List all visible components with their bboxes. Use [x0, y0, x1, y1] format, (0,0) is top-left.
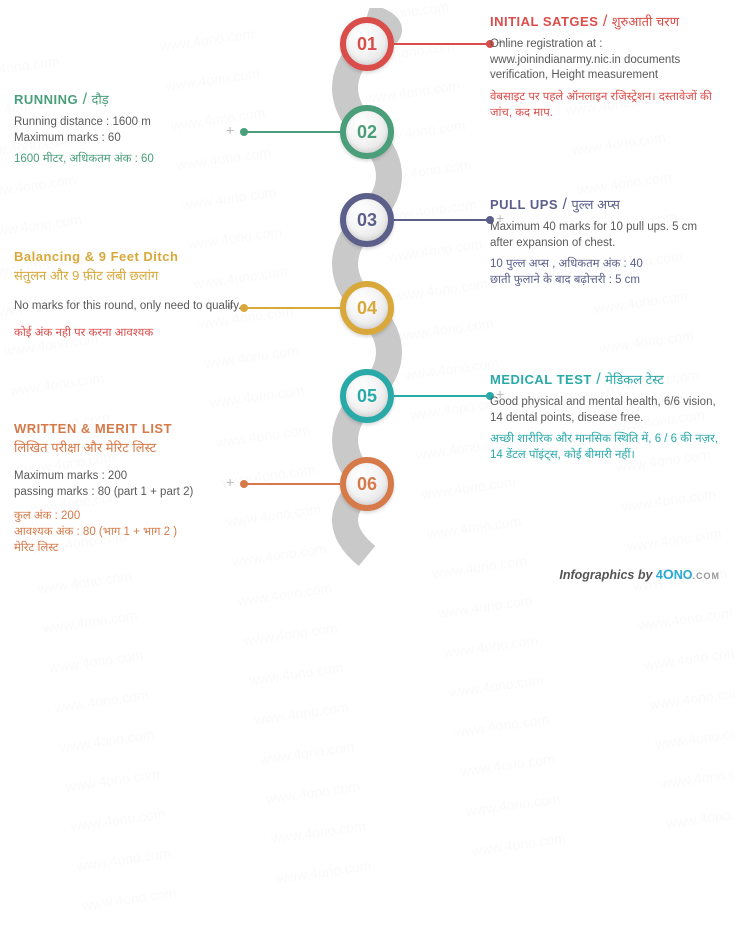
step5-title-en: MEDICAL TEST	[490, 372, 592, 387]
step3-desc-hi: 10 पुल्ल अप्स , अधिकतम अंक : 40 छाती फुल…	[490, 256, 720, 288]
connector-1	[394, 43, 490, 45]
step6-desc-en: Maximum marks : 200 passing marks : 80 (…	[14, 469, 244, 500]
step1-title-en: INITIAL SATGES	[490, 14, 598, 29]
footer-credit: Infographics by 4ONO.COM	[559, 566, 720, 582]
step1-text: INITIAL SATGES / शुरुआती चरण Online regi…	[490, 12, 720, 121]
step4-desc-en: No marks for this round, only need to qu…	[14, 299, 244, 315]
connector-3	[394, 219, 490, 221]
step-number: 06	[357, 474, 377, 495]
step5-desc-en: Good physical and mental health, 6/6 vis…	[490, 395, 720, 426]
step-node-1: 01	[340, 17, 394, 71]
step-number: 05	[357, 386, 377, 407]
step2-desc-hi: 1600 मीटर, अधिकतम अंक : 60	[14, 151, 244, 167]
step-number: 04	[357, 298, 377, 319]
step-node-6: 06	[340, 457, 394, 511]
footer-by: Infographics by	[559, 568, 656, 582]
step1-desc-hi: वेबसाइट पर पहले ऑनलाइन रजिस्ट्रेशन। दस्त…	[490, 89, 720, 121]
step-number: 01	[357, 34, 377, 55]
footer-com: .COM	[693, 571, 721, 581]
step1-desc-en: Online registration at : www.joinindiana…	[490, 37, 720, 84]
step-node-3: 03	[340, 193, 394, 247]
step5-title-hi: मेडिकल टेस्ट	[605, 372, 664, 387]
connector-6	[244, 483, 340, 485]
step6-text: WRITTEN & MERIT LIST लिखित परीक्षा और मे…	[14, 420, 244, 556]
step2-desc-en: Running distance : 1600 m Maximum marks …	[14, 115, 244, 146]
step2-title-hi: दौड़	[92, 92, 109, 107]
step1-title-hi: शुरुआती चरण	[612, 14, 679, 29]
step-node-2: 02	[340, 105, 394, 159]
step5-text: MEDICAL TEST / मेडिकल टेस्ट Good physica…	[490, 370, 720, 463]
step4-desc-hi: कोई अंक नही पर करना आवश्यक	[14, 325, 244, 341]
step6-title-en: WRITTEN & MERIT LIST	[14, 421, 172, 436]
step3-title-en: PULL UPS	[490, 197, 558, 212]
step2-title-en: RUNNING	[14, 92, 78, 107]
step5-desc-hi: अच्छी शारीरिक और मानसिक स्थिति में, 6 / …	[490, 431, 720, 463]
step4-title-hi: संतुलन और 9 फ़ीट लंबी छलांग	[14, 268, 158, 283]
footer-brand: 4ONO	[656, 568, 693, 582]
step3-text: PULL UPS / पुल्ल अप्स Maximum 40 marks f…	[490, 195, 720, 288]
step6-desc-hi: कुल अंक : 200 आवश्यक अंक : 80 (भाग 1 + भ…	[14, 508, 244, 556]
step3-desc-en: Maximum 40 marks for 10 pull ups. 5 cm a…	[490, 220, 720, 251]
step2-text: RUNNING / दौड़ Running distance : 1600 m…	[14, 90, 244, 167]
step-number: 03	[357, 210, 377, 231]
step-node-5: 05	[340, 369, 394, 423]
connector-5	[394, 395, 490, 397]
connector-2	[244, 131, 340, 133]
connector-4	[244, 307, 340, 309]
step6-title-hi: लिखित परीक्षा और मेरिट लिस्ट	[14, 440, 156, 455]
step4-title-en: Balancing & 9 Feet Ditch	[14, 249, 178, 264]
step4-text: Balancing & 9 Feet Ditch संतुलन और 9 फ़ी…	[14, 248, 244, 341]
step-number: 02	[357, 122, 377, 143]
step-node-4: 04	[340, 281, 394, 335]
step3-title-hi: पुल्ल अप्स	[571, 197, 619, 212]
